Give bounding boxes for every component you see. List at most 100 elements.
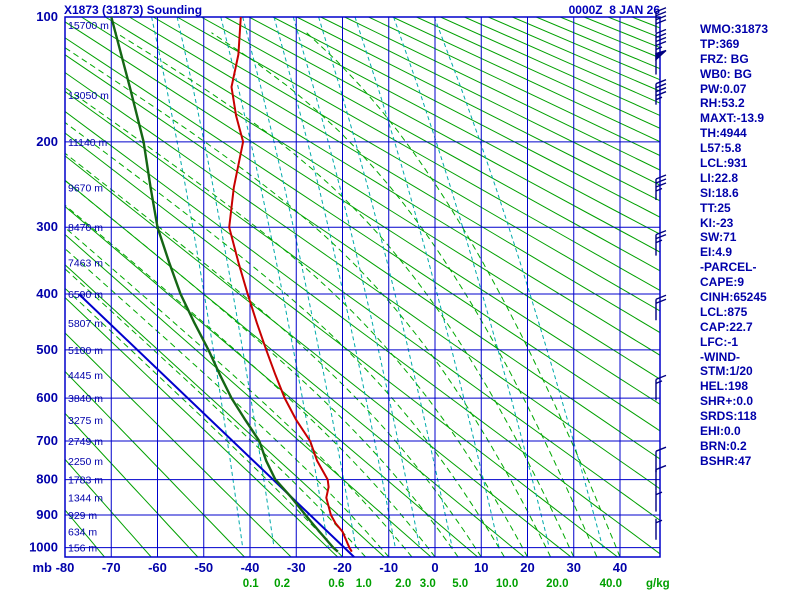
mixing-ratio-label: 0.6 (328, 578, 344, 590)
stats-line: STM:1/20 (700, 364, 753, 379)
mixing-ratio-label: 3.0 (420, 578, 436, 590)
wind-barb (655, 7, 667, 33)
dry-adiabat-line (152, 17, 660, 312)
dry-adiabat-line (200, 17, 660, 272)
barb-full (655, 19, 667, 25)
dry-adiabat-line (81, 17, 660, 380)
mixing-ratio-line (242, 17, 357, 548)
height-label: 15700 m (68, 20, 109, 32)
height-label: 7463 m (68, 257, 103, 269)
height-label: 13050 m (68, 90, 109, 102)
temp-label: -40 (241, 560, 260, 575)
wind-barb (655, 28, 667, 55)
stats-line: SRDS:118 (700, 409, 757, 424)
moist-adiabat-line (211, 32, 598, 557)
stats-line: BRN:0.2 (700, 438, 747, 453)
pressure-label: 700 (36, 433, 58, 448)
mixing-ratio-line (220, 17, 329, 548)
stats-line: SI:18.6 (700, 185, 739, 200)
stats-line: L57:5.8 (700, 141, 742, 156)
stats-line: -WIND- (700, 349, 740, 364)
dry-adiabat-line (65, 233, 432, 557)
mixing-ratio-line (393, 17, 550, 548)
height-label: 2250 m (68, 456, 103, 468)
stats-line: SHR+:0.0 (700, 394, 754, 409)
barb-half (655, 96, 663, 101)
temp-label: -80 (56, 560, 75, 575)
barb-half (655, 519, 663, 524)
dry-adiabat-line (65, 21, 660, 405)
moist-adiabat-line (65, 179, 459, 557)
dry-adiabat-line (65, 71, 660, 490)
dry-adiabat-line (65, 458, 152, 557)
moist-adiabat-line (65, 248, 390, 557)
mixing-label-layer: 0.1 0.2 0.6 1.0 2.0 3.0 5.0 10.0 20.0 40.0 g/kg (243, 578, 670, 590)
wind-barb (655, 446, 667, 473)
mixing-ratio-label: 2.0 (395, 578, 411, 590)
mixing-ratio-line (273, 17, 396, 548)
height-label: 929 m (68, 510, 97, 522)
barb-half (655, 239, 663, 244)
stats-line: EI:4.9 (700, 245, 733, 260)
wind-barb (655, 464, 667, 491)
barb-full (655, 11, 667, 17)
barb-full (655, 182, 667, 188)
height-label: 156 m (68, 543, 97, 555)
mixing-ratio-line (292, 17, 421, 548)
moist-adiabat-line (65, 47, 552, 557)
dry-adiabat-line (272, 17, 660, 218)
barb-full (655, 40, 667, 47)
stats-line: LCL:875 (700, 304, 748, 319)
mixing-unit-label: g/kg (646, 578, 670, 590)
pressure-label: 800 (36, 472, 58, 487)
mixing-ratio-label: 0.2 (274, 578, 290, 590)
pressure-label: 200 (36, 134, 58, 149)
dry-adiabat-line (65, 155, 572, 557)
dry-adiabat-line (224, 17, 660, 253)
pressure-label: 400 (36, 286, 58, 301)
dry-adiabat-line (129, 17, 660, 334)
stats-line: EHI:0.0 (700, 424, 741, 439)
temp-label: 20 (520, 560, 534, 575)
pressure-label: 500 (36, 342, 58, 357)
plot-frame (64, 16, 661, 558)
height-label: 634 m (68, 527, 97, 539)
barb-flag (655, 49, 667, 62)
dry-adiabat-line (65, 110, 660, 555)
wind-barb (655, 229, 667, 256)
wind-barb (655, 79, 667, 105)
grid-layer (64, 16, 661, 558)
wind-barb (655, 49, 667, 75)
stats-line: FRZ: BG (700, 51, 749, 66)
temp-label: 30 (567, 560, 581, 575)
stats-line: KI:-23 (700, 215, 734, 230)
height-label: 9670 m (68, 183, 103, 195)
barb-full (655, 229, 667, 236)
height-label: 5100 m (68, 345, 103, 357)
stats-line: MAXT:-13.9 (700, 111, 765, 126)
mixing-ratio-line (176, 17, 275, 548)
height-label: 6590 m (68, 289, 103, 301)
temp-label: -70 (102, 560, 121, 575)
mixing-ratio-label: 10.0 (496, 578, 518, 590)
mixing-ratio-line (151, 17, 244, 548)
temp-label: -30 (287, 560, 306, 575)
page-title: X1873 (31873) Sounding (64, 3, 203, 17)
moist-adiabat-line (65, 227, 413, 557)
wind-barb (655, 490, 663, 512)
height-label: 3275 m (68, 415, 103, 427)
barb-full (655, 174, 667, 180)
wind-barb (655, 174, 667, 201)
stats-line: WMO:31873 (700, 22, 769, 36)
barb-full (655, 7, 667, 13)
stats-line: LI:22.8 (700, 170, 739, 185)
barb-full (655, 32, 667, 39)
mixing-ratio-line (354, 17, 500, 548)
mixing-ratio-label: 1.0 (356, 578, 372, 590)
height-label: 1783 m (68, 475, 103, 487)
mixing-ratio-label: 20.0 (546, 578, 568, 590)
dry-adiabat-line (65, 205, 479, 557)
